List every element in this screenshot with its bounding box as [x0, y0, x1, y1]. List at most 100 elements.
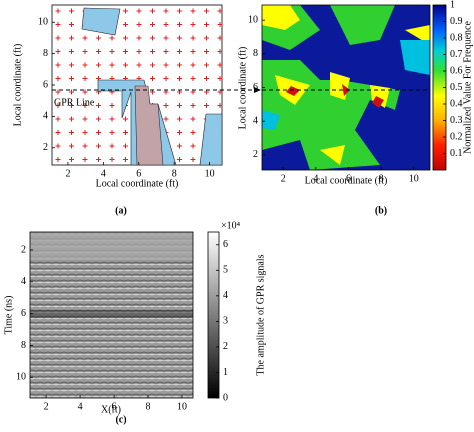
plus-marker: [190, 76, 196, 81]
y-tick-label: 2: [21, 244, 26, 255]
panel-label: (a): [115, 205, 127, 216]
plus-marker: [82, 116, 88, 122]
plus-marker: [204, 8, 209, 14]
plus-marker: [217, 103, 223, 108]
plus-marker: [217, 35, 223, 41]
y-tick-label: 2: [43, 142, 48, 153]
plus-marker: [150, 22, 155, 27]
plus-marker: [96, 143, 101, 149]
plus-marker: [69, 49, 74, 54]
plus-marker: [55, 130, 61, 135]
plus-marker: [69, 103, 74, 108]
plus-marker: [55, 62, 61, 68]
plus-marker: [69, 62, 74, 68]
plus-marker: [82, 89, 88, 95]
y-tick-label: 4: [43, 111, 48, 122]
plus-marker: [217, 8, 223, 14]
colorbar-tick-label: 0: [223, 392, 228, 403]
plus-marker: [163, 8, 169, 14]
plus-marker: [163, 116, 169, 122]
plus-marker: [123, 35, 128, 41]
plus-marker: [123, 49, 128, 54]
plus-marker: [109, 49, 115, 54]
colorbar-tick-label: 6: [223, 239, 228, 250]
panel-label: (c): [115, 414, 126, 425]
radargram-band: [30, 310, 193, 318]
region: [134, 85, 164, 166]
plus-marker: [190, 35, 196, 41]
y-tick-label: 8: [21, 340, 26, 351]
colorbar-tick-label: 1: [223, 367, 228, 378]
plot-frame: [29, 231, 194, 399]
x-tick-label: 10: [205, 168, 215, 179]
plus-marker: [150, 76, 155, 81]
plus-marker: [204, 103, 209, 108]
plus-marker: [150, 8, 155, 14]
plus-marker: [109, 116, 115, 122]
colorbar-tick-label: 0.2: [450, 131, 463, 142]
plus-marker: [55, 157, 61, 162]
plus-marker: [190, 8, 196, 14]
y-tick-label: 6: [43, 79, 48, 90]
plus-marker: [96, 62, 101, 68]
plus-marker: [217, 49, 223, 54]
plus-marker: [163, 103, 169, 108]
plus-marker: [55, 76, 61, 81]
y-tick-label: 4: [253, 115, 258, 126]
x-tick-label: 4: [78, 401, 83, 412]
plus-marker: [55, 89, 61, 95]
arrow: [254, 87, 261, 93]
plus-marker: [217, 62, 223, 68]
plus-marker: [190, 143, 196, 149]
colorbar-tick-label: 1: [450, 0, 455, 10]
colorbar-label: The amplitude of GPR signals: [255, 254, 266, 375]
plus-marker: [150, 62, 155, 68]
plus-marker: [177, 143, 182, 149]
x-axis-label: Local coordinate (ft): [305, 175, 388, 186]
plus-marker: [69, 22, 74, 27]
x-tick-label: 6: [136, 168, 141, 179]
plus-marker: [177, 8, 182, 14]
plus-marker: [82, 35, 88, 41]
colorbar-tick-label: 4: [223, 290, 228, 301]
panel-b: [261, 4, 447, 171]
x-tick-label: 2: [44, 401, 49, 412]
plus-marker: [163, 22, 169, 27]
plus-marker: [109, 157, 115, 162]
plus-marker: [177, 49, 182, 54]
plus-marker: [82, 76, 88, 81]
radargram-band: [30, 232, 193, 260]
plus-marker: [204, 35, 209, 41]
plus-marker: [136, 62, 142, 68]
colorbar-exponent: ×10⁴: [221, 220, 241, 231]
colorbar-tick-label: 5: [223, 265, 228, 276]
region: [81, 7, 121, 36]
plus-marker: [123, 22, 128, 27]
y-tick-label: 6: [21, 308, 26, 319]
plus-marker: [163, 35, 169, 41]
y-tick-label: 8: [43, 48, 48, 59]
plus-marker: [123, 157, 128, 162]
plus-marker: [82, 143, 88, 149]
plus-marker: [82, 157, 88, 162]
plus-marker: [55, 49, 61, 54]
plus-marker: [123, 130, 128, 135]
colorbar-tick-label: 0.8: [450, 32, 463, 43]
plus-marker: [190, 157, 196, 162]
plus-marker: [69, 157, 74, 162]
plus-marker: [82, 49, 88, 54]
plus-marker: [69, 8, 74, 14]
x-tick-label: 8: [172, 168, 177, 179]
x-axis-label: Local coordinate (ft): [96, 178, 179, 189]
plus-marker: [123, 116, 128, 122]
x-tick-label: 6: [346, 173, 351, 184]
panel-a: [51, 4, 261, 166]
plus-marker: [163, 62, 169, 68]
plus-marker: [82, 103, 88, 108]
colorbar-tick-label: 0.1: [450, 148, 463, 159]
colorbar-tick-label: 0.6: [450, 65, 463, 76]
x-tick-label: 8: [379, 173, 384, 184]
plus-marker: [136, 22, 142, 27]
plus-marker: [177, 22, 182, 27]
annotation: GPR Line: [54, 97, 95, 108]
